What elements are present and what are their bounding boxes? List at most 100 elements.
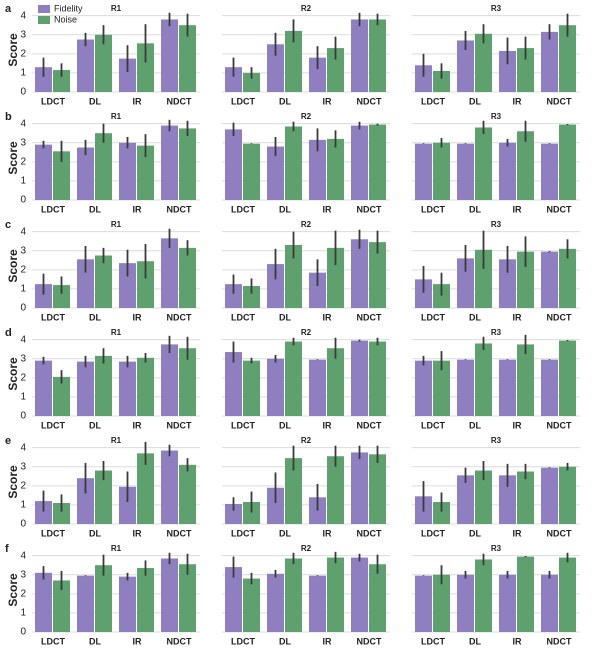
x-tick-label: DL	[469, 204, 481, 214]
bar	[285, 30, 302, 93]
bar	[267, 358, 284, 416]
bar	[267, 487, 284, 524]
panel-label: c	[5, 219, 11, 231]
x-tick-label: IR	[323, 204, 333, 214]
panel-label: e	[5, 435, 11, 447]
y-tick-label: 1	[20, 500, 26, 511]
bar	[35, 572, 52, 632]
x-tick-label: LDCT	[41, 528, 65, 538]
y-tick-label: 0	[20, 519, 26, 530]
x-tick-label: DL	[279, 312, 291, 322]
legend-label: Noise	[54, 14, 77, 24]
y-tick-label: 0	[20, 627, 26, 638]
bar	[369, 341, 386, 416]
x-tick-label: NDCT	[167, 528, 192, 538]
bar	[499, 359, 516, 416]
bar	[415, 143, 432, 200]
bar	[457, 258, 474, 308]
bar	[267, 573, 284, 632]
bar	[415, 65, 432, 92]
bar	[119, 486, 136, 524]
bar	[161, 558, 178, 632]
y-axis-label: Score	[6, 357, 20, 391]
bar	[137, 261, 154, 308]
bar	[369, 454, 386, 524]
bar	[243, 143, 260, 200]
x-tick-label: IR	[513, 204, 523, 214]
bar	[225, 503, 242, 524]
panel-label: b	[5, 111, 12, 123]
x-tick-label: IR	[323, 528, 333, 538]
x-tick-label: DL	[279, 204, 291, 214]
bar	[499, 574, 516, 632]
bar	[119, 142, 136, 200]
x-tick-label: NDCT	[167, 96, 192, 106]
bar	[53, 151, 70, 200]
x-tick-label: NDCT	[357, 312, 382, 322]
x-tick-label: IR	[133, 420, 143, 430]
bar	[475, 127, 492, 200]
y-tick-label: 1	[20, 68, 26, 79]
bar	[53, 376, 70, 416]
panel-title: R2	[301, 4, 312, 13]
x-tick-label: LDCT	[231, 636, 255, 646]
bar	[309, 139, 326, 200]
bar	[161, 19, 178, 93]
bar	[267, 44, 284, 92]
x-tick-label: DL	[469, 636, 481, 646]
bar	[53, 580, 70, 632]
bar	[119, 58, 136, 92]
bar	[35, 501, 52, 524]
bar	[351, 125, 368, 200]
bar	[285, 126, 302, 200]
bar	[35, 360, 52, 416]
bar	[475, 33, 492, 92]
bar	[137, 357, 154, 416]
y-tick-label: 3	[20, 29, 26, 40]
x-tick-label: IR	[133, 528, 143, 538]
bar	[517, 131, 534, 200]
x-tick-label: DL	[89, 204, 101, 214]
bar	[137, 568, 154, 632]
x-tick-label: LDCT	[421, 420, 445, 430]
bar	[559, 248, 576, 308]
bar	[95, 255, 112, 308]
x-tick-label: NDCT	[357, 420, 382, 430]
y-tick-label: 4	[20, 10, 26, 21]
bar	[161, 450, 178, 524]
bar	[161, 344, 178, 416]
x-tick-label: IR	[133, 636, 143, 646]
bar	[53, 285, 70, 308]
x-tick-label: NDCT	[357, 636, 382, 646]
bar	[369, 19, 386, 93]
x-tick-label: IR	[513, 96, 523, 106]
panel-label: d	[5, 327, 12, 339]
bar	[499, 475, 516, 524]
y-tick-label: 1	[20, 608, 26, 619]
x-tick-label: LDCT	[41, 312, 65, 322]
bar	[415, 575, 432, 632]
y-tick-label: 4	[20, 442, 26, 453]
x-tick-label: NDCT	[547, 204, 572, 214]
bar	[541, 359, 558, 416]
panel-title: R2	[301, 544, 312, 553]
x-tick-label: DL	[89, 528, 101, 538]
y-tick-label: 2	[20, 372, 26, 383]
x-tick-label: NDCT	[547, 420, 572, 430]
bar	[433, 71, 450, 92]
x-tick-label: LDCT	[421, 528, 445, 538]
bar	[433, 142, 450, 200]
bar	[517, 471, 534, 524]
y-axis-label: Score	[6, 573, 20, 607]
bar	[179, 25, 196, 93]
y-tick-label: 3	[20, 245, 26, 256]
bar	[309, 359, 326, 416]
panel-label: f	[5, 543, 9, 555]
y-tick-label: 2	[20, 264, 26, 275]
bar	[95, 34, 112, 92]
panel-title: R1	[111, 544, 122, 553]
bar	[95, 470, 112, 524]
bar	[77, 575, 94, 632]
x-tick-label: LDCT	[41, 420, 65, 430]
